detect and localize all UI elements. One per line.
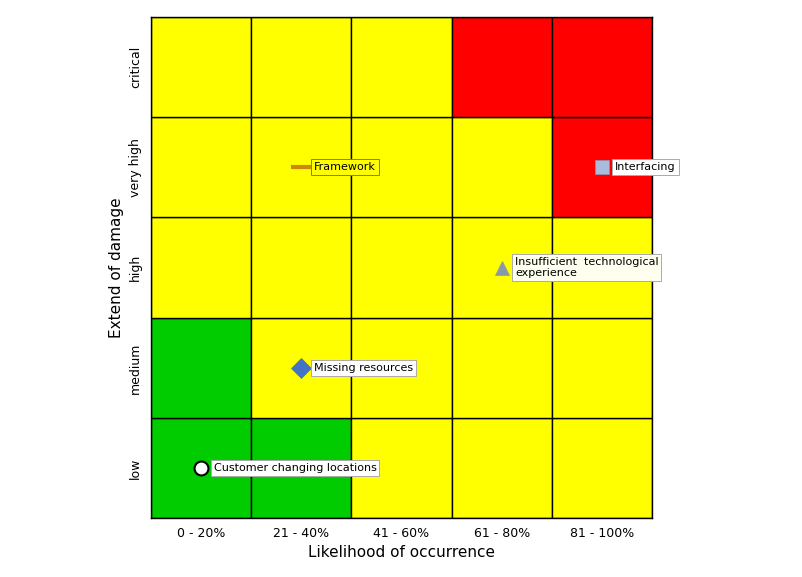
- Bar: [451, 318, 551, 418]
- Bar: [251, 17, 351, 117]
- X-axis label: Likelihood of occurrence: Likelihood of occurrence: [308, 545, 494, 560]
- Text: Interfacing: Interfacing: [614, 162, 675, 172]
- Bar: [151, 218, 251, 318]
- Y-axis label: Extend of damage: Extend of damage: [108, 197, 124, 338]
- Bar: [451, 218, 551, 318]
- Text: Customer changing locations: Customer changing locations: [213, 463, 376, 473]
- Bar: [351, 318, 451, 418]
- Bar: [451, 117, 551, 218]
- Bar: [551, 418, 651, 519]
- Bar: [151, 17, 251, 117]
- Bar: [551, 218, 651, 318]
- Bar: [551, 318, 651, 418]
- Text: Insufficient  technological
experience: Insufficient technological experience: [514, 257, 658, 278]
- Text: Missing resources: Missing resources: [314, 363, 413, 373]
- Text: Framework: Framework: [314, 162, 375, 172]
- Bar: [151, 117, 251, 218]
- Bar: [551, 117, 651, 218]
- Bar: [351, 117, 451, 218]
- Bar: [451, 17, 551, 117]
- Bar: [251, 218, 351, 318]
- Bar: [351, 218, 451, 318]
- Bar: [351, 418, 451, 519]
- Bar: [351, 17, 451, 117]
- Bar: [151, 418, 251, 519]
- Bar: [251, 418, 351, 519]
- Bar: [451, 418, 551, 519]
- Bar: [551, 17, 651, 117]
- Bar: [251, 117, 351, 218]
- Bar: [251, 318, 351, 418]
- Bar: [151, 318, 251, 418]
